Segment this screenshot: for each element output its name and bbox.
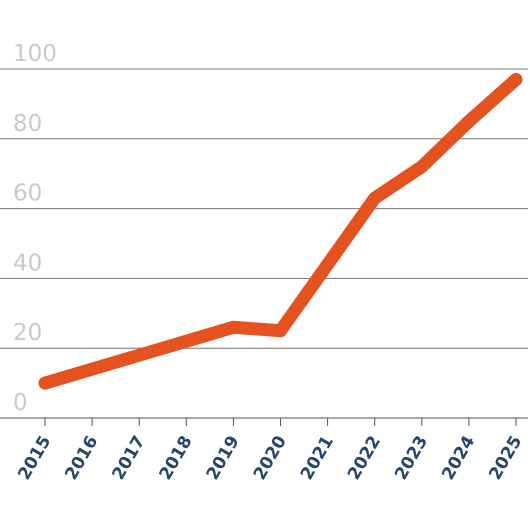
x-tick-label: 2016 bbox=[61, 433, 102, 484]
x-tick-label: 2015 bbox=[14, 433, 55, 484]
y-tick-label: 100 bbox=[13, 41, 57, 67]
y-tick-label: 0 bbox=[13, 390, 28, 416]
y-tick-label: 60 bbox=[13, 181, 42, 207]
line-series bbox=[38, 72, 523, 390]
x-tick-label: 2022 bbox=[344, 433, 385, 484]
y-tick-label: 80 bbox=[13, 111, 42, 137]
x-tick-label: 2023 bbox=[391, 433, 432, 484]
x-tick-label: 2018 bbox=[156, 433, 197, 484]
y-tick-label: 40 bbox=[13, 250, 42, 276]
y-tick-label: 20 bbox=[13, 320, 42, 346]
x-tick-label: 2020 bbox=[250, 432, 291, 483]
x-tick-label: 2024 bbox=[438, 432, 479, 483]
x-tick-label: 2025 bbox=[485, 433, 526, 484]
x-tick-label: 2019 bbox=[203, 433, 244, 484]
x-tick-label: 2021 bbox=[297, 433, 338, 484]
x-tick-label: 2017 bbox=[109, 433, 150, 484]
